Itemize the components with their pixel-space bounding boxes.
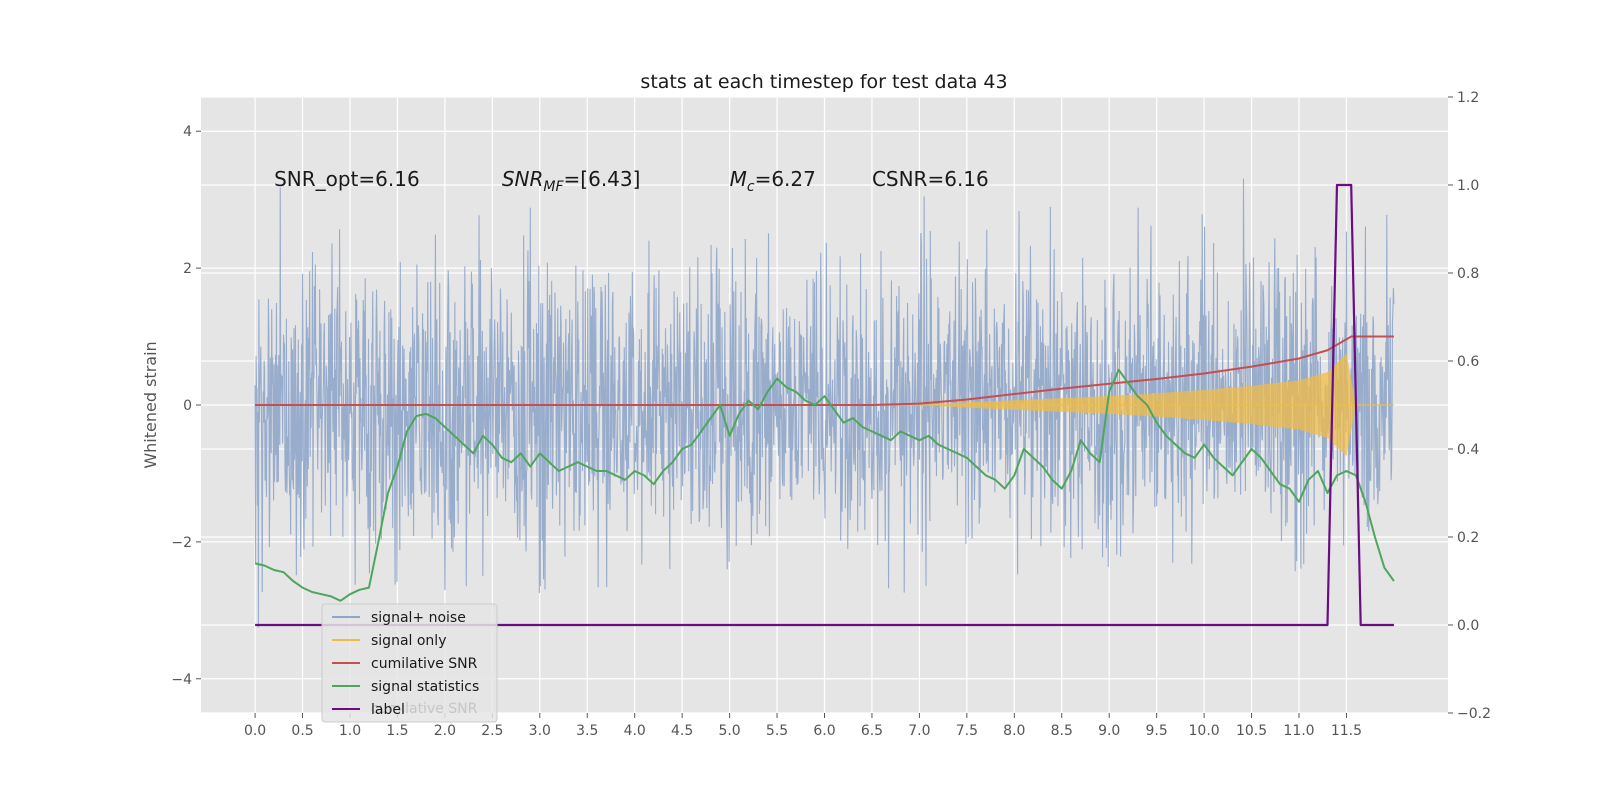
x-tick-label: 10.0	[1189, 723, 1220, 739]
y-tick-label: −2	[171, 535, 192, 551]
annotations: SNR_opt=6.16 SNRMF=[6.43] Mc=6.27 CSNR=6.16	[274, 167, 989, 195]
x-tick-label: 2.5	[481, 723, 503, 739]
y2-tick-label: 0.6	[1457, 354, 1479, 370]
y-tick-label: 4	[183, 124, 192, 140]
x-tick-label: 4.5	[671, 723, 693, 739]
y2-tick-label: 0.8	[1457, 266, 1479, 282]
x-tick-label: 1.0	[339, 723, 361, 739]
annotation-csnr: CSNR=6.16	[872, 167, 989, 191]
x-tick-label: 0.5	[291, 723, 313, 739]
x-axis-ticks: 0.0 0.5 1.0 1.5 2.0 2.5 3.0 3.5 4.0 4.5 5.0 5.5 6.0 6…	[244, 713, 1362, 739]
x-tick-label: 6.0	[813, 723, 835, 739]
x-tick-label: 10.5	[1236, 723, 1267, 739]
x-tick-label: 8.5	[1051, 723, 1073, 739]
x-tick-label: 7.0	[908, 723, 930, 739]
x-tick-label: 5.0	[718, 723, 740, 739]
legend-box	[321, 603, 498, 723]
x-tick-label: 4.0	[624, 723, 646, 739]
x-tick-label: 3.0	[529, 723, 551, 739]
annotation-snr_opt: SNR_opt=6.16	[274, 167, 420, 191]
y2-tick-label: 0.4	[1457, 442, 1479, 458]
series-cumilative-snr	[255, 335, 1394, 406]
x-tick-label: 11.0	[1283, 723, 1314, 739]
x-tick-label: 5.5	[766, 723, 788, 739]
series-signal-statistics	[254, 368, 1395, 602]
annotation-snr_mf: SNRMF=[6.43]	[502, 167, 641, 195]
x-tick-label: 2.0	[434, 723, 456, 739]
y-axis-label: Whitened strain	[141, 341, 160, 468]
x-tick-label: 3.5	[576, 723, 598, 739]
legend: cumilative SNR signal+ noise signal only c…	[321, 603, 498, 723]
x-tick-label: 0.0	[244, 723, 266, 739]
x-tick-label: 9.0	[1098, 723, 1120, 739]
series-label	[255, 183, 1394, 627]
x-tick-label: 1.5	[386, 723, 408, 739]
legend-label: cumilative SNR	[371, 656, 478, 672]
legend-label: signal only	[371, 633, 446, 649]
x-tick-label: 9.5	[1146, 723, 1168, 739]
chart-title: stats at each timestep for test data 43	[640, 71, 1007, 93]
y2-tick-label: 0.0	[1457, 618, 1479, 634]
legend-label: signal statistics	[371, 679, 479, 695]
label-line	[255, 183, 1394, 627]
x-tick-label: 8.0	[1003, 723, 1025, 739]
x-tick-label: 6.5	[861, 723, 883, 739]
cumilative-snr-line	[255, 335, 1394, 406]
signal-statistics-line	[254, 368, 1395, 602]
y2-tick-label: 1.2	[1457, 90, 1479, 106]
y2-axis-ticks: −0.2 0.0 0.2 0.4 0.6 0.8 1.0 1.2	[1448, 90, 1491, 722]
legend-label: label	[371, 702, 405, 718]
y-tick-label: −4	[171, 672, 192, 688]
y-tick-label: 2	[183, 261, 192, 277]
y2-tick-label: −0.2	[1457, 706, 1491, 722]
y-tick-label: 0	[183, 398, 192, 414]
y2-tick-label: 1.0	[1457, 178, 1479, 194]
y-axis-ticks: −4 −2 0 2 4	[171, 124, 201, 688]
legend-label: signal+ noise	[371, 610, 466, 626]
x-tick-label: 11.5	[1331, 723, 1362, 739]
x-tick-label: 7.5	[956, 723, 978, 739]
legend-ghost-text: cumilative SNR	[371, 701, 478, 717]
y2-tick-label: 0.2	[1457, 530, 1479, 546]
annotation-mc: Mc=6.27	[730, 167, 816, 195]
